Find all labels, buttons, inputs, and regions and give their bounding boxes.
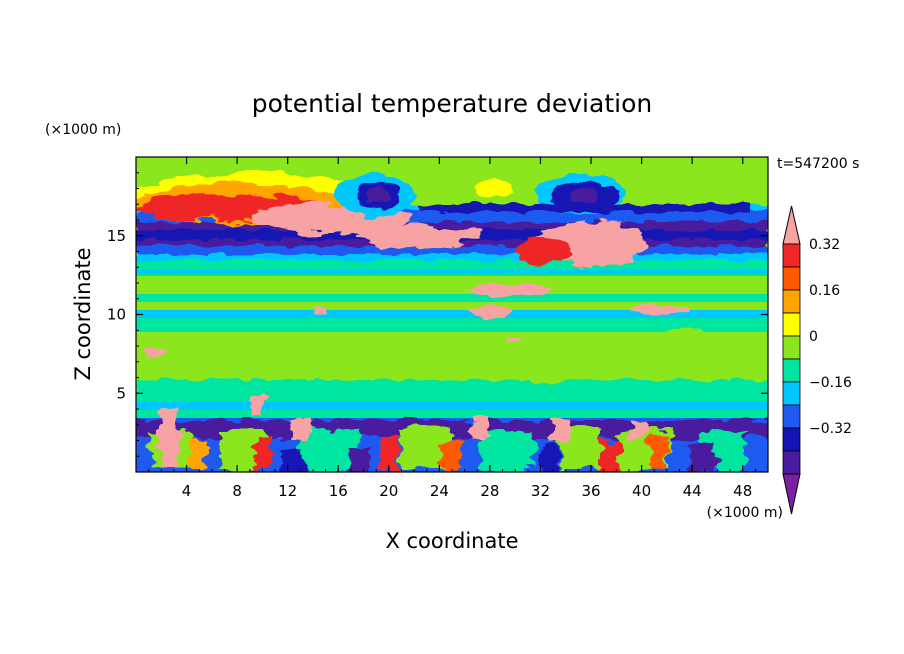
patch-pink-3: [630, 305, 690, 315]
x-tick-label: 36: [581, 482, 600, 500]
warm-pink-b: [360, 224, 480, 248]
strat-navy-band: [420, 204, 750, 212]
patch-pink-2: [468, 306, 512, 318]
x-tick-label: 20: [379, 482, 398, 500]
colorbar-label: 0.16: [809, 283, 840, 299]
x-tick-label: 24: [430, 482, 449, 500]
band-green-9km: [136, 318, 768, 332]
band-cyan-10km: [136, 310, 768, 318]
patch-pink-5: [314, 306, 326, 314]
bl-pink-6: [250, 392, 264, 416]
bl-pink-5: [630, 420, 646, 442]
band-green-3km: [136, 410, 768, 420]
mid-level-patches: [143, 284, 730, 384]
colorbar-segment: [782, 450, 801, 475]
colorbar-segment: [782, 381, 801, 406]
colorbar-segment: [782, 427, 801, 452]
colorbar-label: −0.16: [809, 375, 852, 391]
x-axis-ticks: 4 8 12 16 20 24 28 32 36 40 44 48: [148, 157, 756, 500]
y-tick-label: 5: [116, 384, 126, 402]
colorbar-segment: [782, 312, 801, 337]
colorbar-label: 0.32: [809, 237, 840, 253]
time-label: t=547200 s: [777, 156, 859, 172]
bl-red-4: [600, 440, 620, 470]
bl-navy-3: [540, 446, 558, 472]
boundary-layer-eddies: [136, 392, 768, 472]
colorbar-segment: [782, 358, 801, 383]
bl-pink-4: [552, 418, 570, 442]
colorbar-top-arrow: [782, 205, 801, 245]
patch-green-1: [295, 335, 385, 375]
trop-blue-below: [136, 246, 768, 256]
bl-pink-1: [160, 408, 178, 468]
colorbar-label: 0: [809, 329, 818, 345]
patch-green-3: [650, 328, 730, 372]
colorbar-segment: [782, 335, 801, 360]
strat-yellow: [477, 178, 513, 198]
colorbar-label: −0.32: [809, 421, 852, 437]
bl-navy-2: [350, 448, 370, 472]
colorbar-segment: [782, 404, 801, 429]
strat-purple-2: [571, 188, 599, 204]
bl-pink-2: [290, 418, 310, 438]
bl-navy-4: [690, 444, 715, 472]
y-axis-label: Z coordinate: [71, 247, 95, 380]
strat-purple-1: [366, 187, 390, 203]
bl-red-2: [380, 438, 398, 470]
x-tick-label: 8: [232, 482, 242, 500]
x-tick-label: 40: [632, 482, 651, 500]
band-cyan-low: [136, 402, 768, 412]
y-tick-label: 10: [107, 306, 126, 324]
y-axis-ticks: 5 10 15: [107, 172, 768, 457]
band-cyan-12km: [136, 270, 768, 274]
x-axis-label: X coordinate: [385, 529, 518, 553]
band-green-11km: [136, 294, 768, 302]
contour-field: [136, 157, 768, 472]
colorbar-bottom-arrow: [782, 473, 801, 515]
bl-red-3: [440, 440, 462, 470]
upper-warm-layer: [136, 172, 645, 266]
bl-orange-1: [190, 440, 206, 470]
x-tick-label: 16: [329, 482, 348, 500]
x-tick-label: 4: [182, 482, 192, 500]
y-unit-label: (×1000 m): [45, 122, 121, 138]
warm-red-b: [517, 238, 573, 266]
bl-navy-1: [280, 450, 305, 472]
chart-title: potential temperature deviation: [252, 89, 652, 118]
stratosphere-features: [335, 173, 750, 217]
colorbar-segment: [782, 266, 801, 291]
patch-pink-4: [143, 346, 167, 358]
x-tick-label: 32: [531, 482, 550, 500]
bl-red-1: [255, 436, 269, 470]
band-green-low: [136, 380, 768, 405]
colorbar-segment: [782, 289, 801, 314]
x-tick-label: 28: [480, 482, 499, 500]
x-tick-label: 12: [278, 482, 297, 500]
colorbar: 0.32 0.16 0 −0.16 −0.32: [782, 205, 852, 515]
bl-red-5: [650, 436, 668, 470]
patch-pink-1: [470, 284, 550, 296]
colorbar-segment: [782, 243, 801, 268]
x-tick-label: 44: [683, 482, 702, 500]
y-tick-label: 15: [107, 227, 126, 245]
x-unit-label: (×1000 m): [707, 505, 783, 521]
trop-cyan-below: [136, 254, 768, 260]
x-tick-label: 48: [733, 482, 752, 500]
patch-green-2: [500, 336, 580, 384]
bl-pink-3: [470, 418, 490, 440]
